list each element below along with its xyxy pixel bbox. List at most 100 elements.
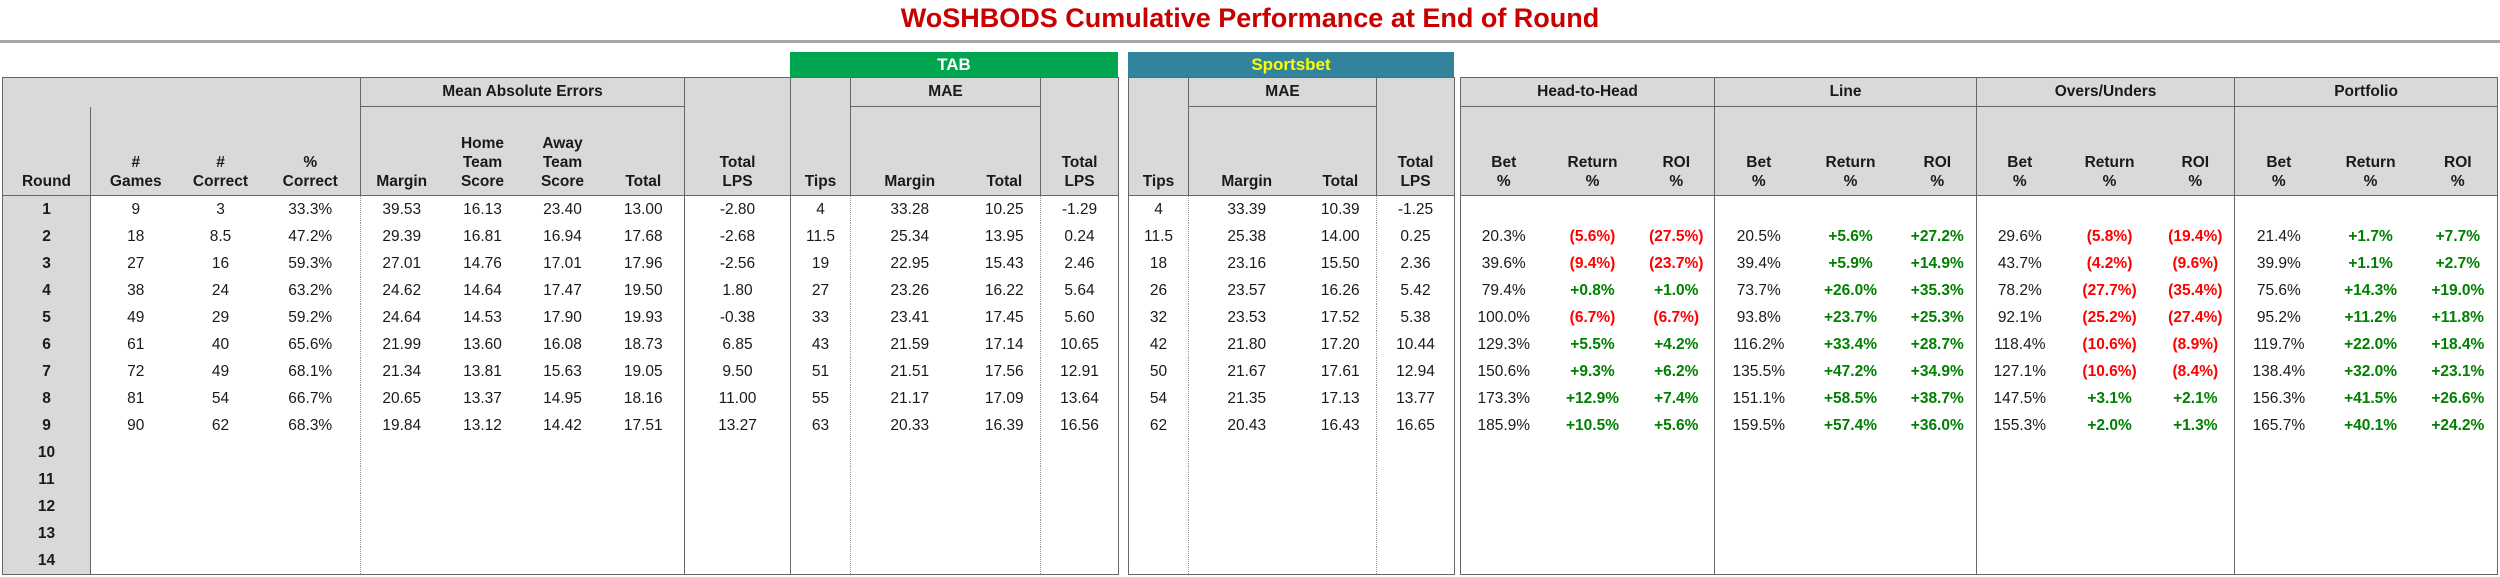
- cell-pct[interactable]: [260, 520, 361, 547]
- cell-uo[interactable]: [2156, 195, 2235, 223]
- cell-hr[interactable]: [1546, 547, 1639, 575]
- cell-total[interactable]: 17.13: [1304, 385, 1377, 412]
- cell-ur[interactable]: [2062, 493, 2157, 520]
- cell-margin[interactable]: 24.64: [360, 304, 443, 331]
- cell-pr[interactable]: [2322, 439, 2419, 466]
- cell-games[interactable]: 9: [90, 195, 181, 223]
- cell-pb[interactable]: 165.7%: [2234, 412, 2323, 439]
- cell-lps[interactable]: 5.60: [1040, 304, 1119, 331]
- cell-hb[interactable]: [1460, 195, 1547, 223]
- cell-pb[interactable]: [2234, 493, 2323, 520]
- cell-ub[interactable]: 127.1%: [1976, 358, 2063, 385]
- cell-ub[interactable]: [1976, 195, 2063, 223]
- cell-lps[interactable]: 1.80: [684, 277, 791, 304]
- cell-margin[interactable]: 23.53: [1188, 304, 1305, 331]
- cell-lr[interactable]: [1802, 547, 1899, 575]
- cell-games[interactable]: 18: [90, 223, 181, 250]
- cell-hr[interactable]: [1546, 466, 1639, 493]
- cell-home[interactable]: 13.12: [442, 412, 523, 439]
- cell-total[interactable]: 10.39: [1304, 195, 1377, 223]
- cell-ub[interactable]: 147.5%: [1976, 385, 2063, 412]
- cell-lo[interactable]: [1898, 439, 1977, 466]
- cell-away[interactable]: 14.95: [522, 385, 603, 412]
- cell-lo[interactable]: +38.7%: [1898, 385, 1977, 412]
- cell-lps[interactable]: 0.25: [1376, 223, 1455, 250]
- cell-games[interactable]: 61: [90, 331, 181, 358]
- cell-correct[interactable]: 16: [180, 250, 261, 277]
- cell-margin[interactable]: 39.53: [360, 195, 443, 223]
- cell-correct[interactable]: 54: [180, 385, 261, 412]
- cell-away[interactable]: 17.47: [522, 277, 603, 304]
- cell-lps[interactable]: [1376, 466, 1455, 493]
- cell-ub[interactable]: [1976, 547, 2063, 575]
- cell-lr[interactable]: [1802, 493, 1899, 520]
- cell-lps[interactable]: 16.65: [1376, 412, 1455, 439]
- cell-total[interactable]: [602, 547, 685, 575]
- cell-correct[interactable]: 3: [180, 195, 261, 223]
- cell-ub[interactable]: 29.6%: [1976, 223, 2063, 250]
- cell-margin[interactable]: [360, 547, 443, 575]
- cell-ur[interactable]: [2062, 439, 2157, 466]
- cell-margin[interactable]: 22.95: [850, 250, 969, 277]
- cell-hb[interactable]: [1460, 493, 1547, 520]
- cell-correct[interactable]: 29: [180, 304, 261, 331]
- cell-margin[interactable]: 21.34: [360, 358, 443, 385]
- cell-round[interactable]: 10: [2, 439, 91, 466]
- cell-away[interactable]: 23.40: [522, 195, 603, 223]
- cell-pb[interactable]: 95.2%: [2234, 304, 2323, 331]
- cell-ho[interactable]: [1638, 466, 1715, 493]
- cell-lb[interactable]: 73.7%: [1714, 277, 1803, 304]
- cell-lps[interactable]: 13.77: [1376, 385, 1455, 412]
- cell-total[interactable]: [1304, 466, 1377, 493]
- cell-lb[interactable]: 159.5%: [1714, 412, 1803, 439]
- cell-hr[interactable]: +10.5%: [1546, 412, 1639, 439]
- cell-lps[interactable]: [1376, 520, 1455, 547]
- cell-tips[interactable]: [1128, 547, 1189, 575]
- cell-hr[interactable]: +12.9%: [1546, 385, 1639, 412]
- cell-pb[interactable]: 138.4%: [2234, 358, 2323, 385]
- cell-uo[interactable]: [2156, 493, 2235, 520]
- cell-total[interactable]: 17.45: [968, 304, 1041, 331]
- cell-ur[interactable]: (25.2%): [2062, 304, 2157, 331]
- cell-home[interactable]: 14.53: [442, 304, 523, 331]
- cell-tips[interactable]: 62: [1128, 412, 1189, 439]
- cell-lb[interactable]: 39.4%: [1714, 250, 1803, 277]
- cell-total[interactable]: [1304, 439, 1377, 466]
- cell-tips[interactable]: [1128, 466, 1189, 493]
- cell-lo[interactable]: +35.3%: [1898, 277, 1977, 304]
- cell-hb[interactable]: [1460, 439, 1547, 466]
- cell-hb[interactable]: [1460, 520, 1547, 547]
- cell-lr[interactable]: +47.2%: [1802, 358, 1899, 385]
- cell-games[interactable]: [90, 520, 181, 547]
- cell-total[interactable]: 18.73: [602, 331, 685, 358]
- cell-tips[interactable]: [1128, 493, 1189, 520]
- cell-margin[interactable]: 21.99: [360, 331, 443, 358]
- cell-pct[interactable]: [260, 547, 361, 575]
- cell-lb[interactable]: 135.5%: [1714, 358, 1803, 385]
- cell-ho[interactable]: +1.0%: [1638, 277, 1715, 304]
- cell-lb[interactable]: [1714, 195, 1803, 223]
- cell-lr[interactable]: +26.0%: [1802, 277, 1899, 304]
- cell-lo[interactable]: +28.7%: [1898, 331, 1977, 358]
- cell-po[interactable]: [2418, 520, 2498, 547]
- cell-tips[interactable]: 11.5: [1128, 223, 1189, 250]
- cell-ur[interactable]: (5.8%): [2062, 223, 2157, 250]
- cell-ho[interactable]: (6.7%): [1638, 304, 1715, 331]
- cell-lps[interactable]: [1040, 493, 1119, 520]
- cell-pb[interactable]: 21.4%: [2234, 223, 2323, 250]
- cell-lo[interactable]: [1898, 195, 1977, 223]
- cell-hb[interactable]: 20.3%: [1460, 223, 1547, 250]
- cell-correct[interactable]: 8.5: [180, 223, 261, 250]
- cell-ur[interactable]: (4.2%): [2062, 250, 2157, 277]
- cell-games[interactable]: 90: [90, 412, 181, 439]
- cell-margin[interactable]: [850, 466, 969, 493]
- cell-games[interactable]: 27: [90, 250, 181, 277]
- cell-games[interactable]: 81: [90, 385, 181, 412]
- cell-lr[interactable]: +5.6%: [1802, 223, 1899, 250]
- cell-tips[interactable]: 51: [790, 358, 851, 385]
- cell-tips[interactable]: [790, 493, 851, 520]
- cell-home[interactable]: [442, 493, 523, 520]
- cell-tips[interactable]: 50: [1128, 358, 1189, 385]
- cell-lo[interactable]: +14.9%: [1898, 250, 1977, 277]
- cell-lb[interactable]: [1714, 520, 1803, 547]
